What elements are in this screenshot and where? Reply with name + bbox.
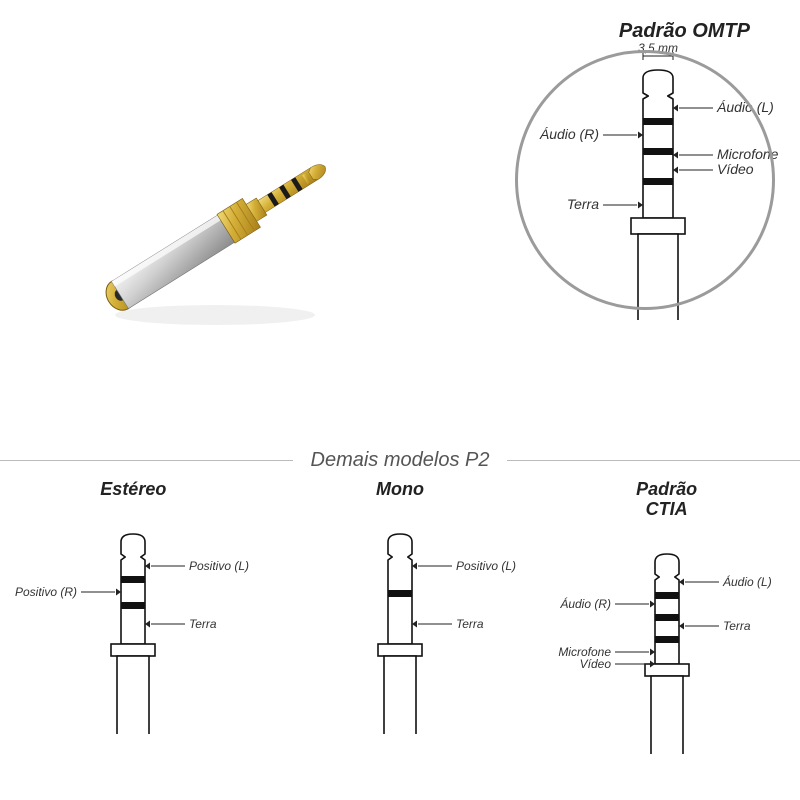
circle-border [515,50,775,310]
svg-text:Áudio (L): Áudio (L) [722,574,772,589]
plug-block-2: Padrão CTIAÁudio (L)TerraÁudio (R)Microf… [542,480,792,770]
plug-block-0: Estéreo Positivo (L) Terra Positivo (R) [8,480,258,770]
svg-text:Terra: Terra [189,617,217,631]
divider-line-right [507,460,800,461]
main-omtp-diagram: Padrão OMTP 3,5 mmÁudio (L)MicrofoneVíde… [510,10,780,320]
plug-title: Padrão CTIA [542,480,792,524]
svg-text:Positivo (L): Positivo (L) [189,559,249,573]
product-photo [80,130,360,350]
svg-text:Áudio (R): Áudio (R) [559,596,611,611]
plug-title: Estéreo [8,480,258,504]
svg-text:Positivo (L): Positivo (L) [456,559,516,573]
svg-text:Terra: Terra [723,619,751,633]
plug-block-1: Mono Positivo (L) Terra [275,480,525,770]
divider-title: Demais modelos P2 [293,449,508,472]
divider-section: Demais modelos P2 [0,445,800,475]
divider-line-left [0,460,293,461]
main-diagram-title: Padrão OMTP [619,20,750,43]
bottom-plugs-row: Estéreo Positivo (L) Terra Positivo (R) Mono… [0,480,800,780]
svg-text:Terra: Terra [456,617,484,631]
svg-text:Vídeo: Vídeo [579,657,611,671]
plug-title: Mono [275,480,525,504]
svg-text:Positivo (R): Positivo (R) [15,585,77,599]
